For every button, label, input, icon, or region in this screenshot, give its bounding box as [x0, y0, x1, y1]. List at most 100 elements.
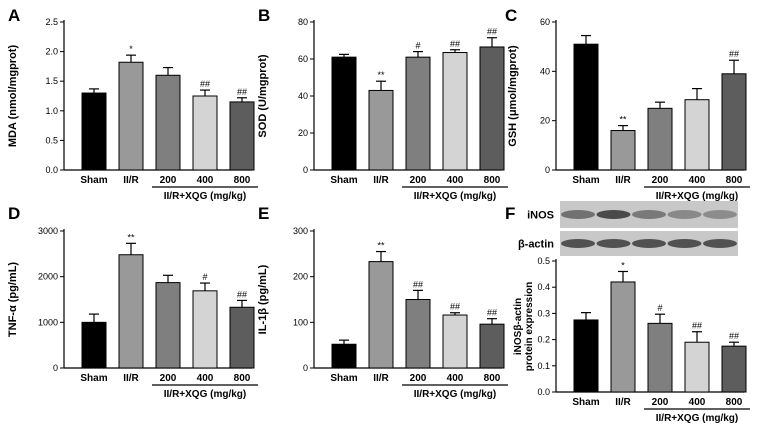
significance-label: ## [487, 27, 497, 37]
blot-label: β-actin [518, 239, 554, 251]
bar [442, 52, 468, 171]
y-axis-label: iNOSβ-actin [513, 298, 524, 355]
bar [573, 319, 599, 393]
y-tick-label: 0 [545, 165, 550, 175]
y-tick-label: 0.1 [537, 361, 550, 371]
bar [192, 290, 218, 369]
y-tick-label: 300 [293, 226, 308, 236]
x-tick-label: 200 [652, 397, 669, 408]
group-label: II/R+XQG (mg/kg) [414, 191, 497, 202]
significance-label: ** [377, 70, 385, 80]
x-tick-label: Sham [330, 373, 357, 384]
x-tick-label: 800 [234, 175, 251, 186]
y-tick-label: 0.3 [537, 308, 550, 318]
y-axis-label: GSH (μmol/mgprot) [507, 45, 519, 147]
blot-band [632, 210, 666, 219]
y-axis-label: IL-1β (pg/mL) [257, 264, 269, 334]
bar [405, 56, 431, 171]
y-tick-label: 0.0 [45, 165, 58, 175]
y-tick-label: 60 [298, 54, 308, 64]
x-tick-label: 800 [234, 373, 251, 384]
significance-label: ## [487, 308, 497, 318]
x-tick-label: 200 [410, 373, 427, 384]
x-tick-label: Sham [80, 175, 107, 186]
y-tick-label: 0.0 [537, 387, 550, 397]
x-tick-label: 400 [689, 175, 706, 186]
group-label: II/R+XQG (mg/kg) [164, 191, 247, 202]
blot-band [667, 210, 702, 219]
y-tick-label: 0.5 [537, 256, 550, 266]
bar [192, 95, 218, 171]
y-tick-label: 1.5 [45, 76, 58, 86]
significance-label: # [415, 41, 420, 51]
bar [442, 314, 468, 369]
y-tick-label: 1000 [38, 317, 58, 327]
significance-label: ** [377, 241, 385, 251]
group-label: II/R+XQG (mg/kg) [414, 389, 497, 400]
x-tick-label: II/R [373, 373, 389, 384]
y-axis-label: MDA (nmol/mgprot) [7, 45, 19, 148]
bar [81, 321, 107, 369]
bar [118, 61, 144, 171]
bar [81, 92, 107, 171]
bar [155, 282, 181, 369]
x-tick-label: 800 [726, 175, 743, 186]
panel-c: C 0 20 40 60 GSH (μmol/mgprot) Sham ** II/R 200 40… [505, 6, 750, 202]
significance-label: * [129, 44, 133, 54]
significance-label: ## [692, 321, 702, 331]
bar [368, 261, 394, 369]
panel-letter: B [258, 6, 270, 25]
x-tick-label: II/R [373, 175, 389, 186]
x-tick-label: II/R [123, 373, 139, 384]
significance-label: ## [237, 87, 247, 97]
blot-band [561, 239, 595, 248]
bar [647, 107, 673, 171]
y-tick-label: 100 [293, 317, 308, 327]
y-axis-label: SOD (U/mgprot) [257, 54, 269, 137]
y-tick-label: 40 [540, 66, 550, 76]
bar [479, 46, 505, 171]
x-tick-label: 200 [652, 175, 669, 186]
y-tick-label: 200 [293, 272, 308, 282]
bar [610, 130, 636, 171]
bar [229, 306, 255, 369]
panel-f: F 0.0 0.1 0.2 0.3 0.4 0.5 iNOSβ-actin protein ex… [505, 201, 750, 424]
y-tick-label: 0 [303, 165, 308, 175]
y-tick-label: 20 [540, 116, 550, 126]
y-tick-label: 20 [298, 128, 308, 138]
panel-letter: A [8, 6, 20, 25]
x-tick-label: II/R [123, 175, 139, 186]
significance-label: ## [200, 79, 210, 89]
bar [721, 345, 747, 393]
x-tick-label: 400 [447, 373, 464, 384]
bar [368, 89, 394, 171]
x-tick-label: Sham [572, 397, 599, 408]
bar [684, 99, 710, 171]
group-label: II/R+XQG (mg/kg) [164, 389, 247, 400]
significance-label: ## [450, 39, 460, 49]
y-tick-label: 1.0 [45, 106, 58, 116]
bar [155, 74, 181, 171]
y-axis-label: protein expression [524, 282, 535, 371]
significance-label: ## [729, 49, 739, 59]
x-tick-label: 400 [197, 373, 214, 384]
bar [721, 73, 747, 171]
x-tick-label: Sham [572, 175, 599, 186]
x-tick-label: 800 [484, 175, 501, 186]
bar [331, 56, 357, 171]
y-tick-label: 80 [298, 17, 308, 27]
x-tick-label: 800 [484, 373, 501, 384]
group-label: II/R+XQG (mg/kg) [656, 191, 739, 202]
y-tick-label: 0.2 [537, 335, 550, 345]
y-tick-label: 2000 [38, 272, 58, 282]
panel-letter: F [505, 204, 515, 223]
significance-label: # [202, 272, 207, 282]
x-tick-label: II/R [615, 397, 631, 408]
y-tick-label: 0.4 [537, 282, 550, 292]
bar [118, 254, 144, 369]
panel-a: A 0.0 0.5 1.0 1.5 2.0 2.5 MDA (nmol/mgprot) Sham… [7, 6, 258, 202]
y-tick-label: 2.0 [45, 47, 58, 57]
panel-d: D 0 1000 2000 3000 TNF-α (pg/mL) Sham ** II/R 200… [7, 204, 258, 400]
significance-label: * [621, 260, 625, 270]
